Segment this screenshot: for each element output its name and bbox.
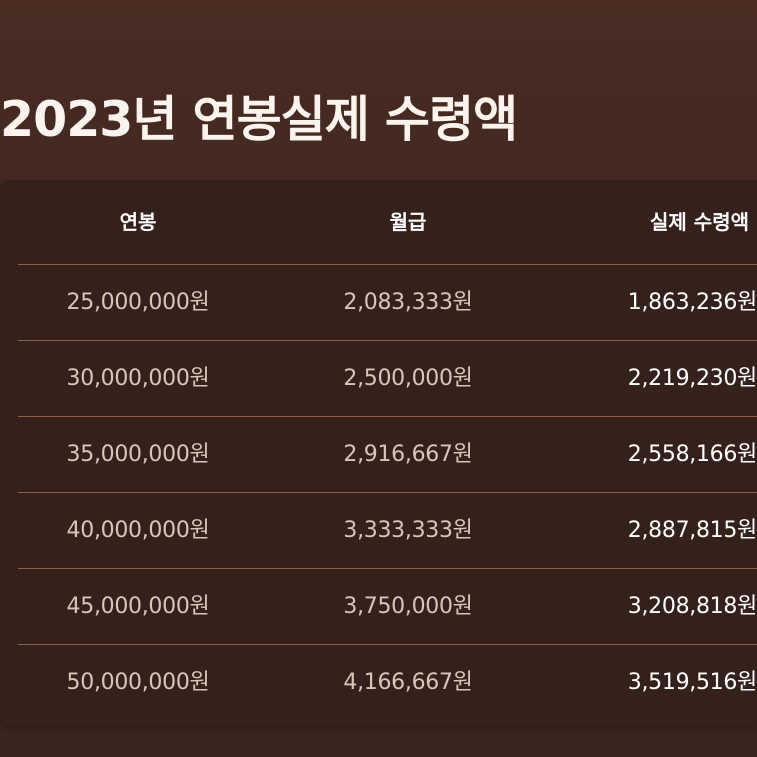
table-row: 50,000,000원 4,166,667원 3,519,516원 [18, 644, 757, 721]
annual-salary-cell: 40,000,000원 [66, 518, 210, 543]
table-row: 45,000,000원 3,750,000원 3,208,818원 [18, 568, 757, 645]
table-row: 30,000,000원 2,500,000원 2,219,230원 [18, 340, 757, 417]
table-row: 40,000,000원 3,333,333원 2,887,815원 [18, 492, 757, 569]
page-title: 2023년 연봉실제 수령액 [0, 91, 518, 148]
monthly-salary-cell: 3,750,000원 [343, 594, 473, 619]
annual-salary-cell: 35,000,000원 [66, 442, 210, 467]
table-row: 25,000,000원 2,083,333원 1,863,236원 [18, 264, 757, 341]
net-pay-cell: 2,558,166원 [627, 442, 757, 467]
monthly-salary-cell: 2,083,333원 [343, 290, 473, 315]
monthly-salary-cell: 3,333,333원 [343, 518, 473, 543]
table-row: 35,000,000원 2,916,667원 2,558,166원 [18, 416, 757, 493]
header-net-pay: 실제 수령액 [650, 210, 749, 234]
annual-salary-cell: 50,000,000원 [66, 670, 210, 695]
net-pay-cell: 3,208,818원 [627, 594, 757, 619]
monthly-salary-cell: 2,500,000원 [343, 366, 473, 391]
monthly-salary-cell: 4,166,667원 [343, 670, 473, 695]
annual-salary-cell: 30,000,000원 [66, 366, 210, 391]
annual-salary-cell: 25,000,000원 [66, 290, 210, 315]
header-annual-salary: 연봉 [119, 210, 157, 234]
table-header: 연봉 월급 실제 수령액 [0, 180, 757, 264]
monthly-salary-cell: 2,916,667원 [343, 442, 473, 467]
salary-table: 연봉 월급 실제 수령액 25,000,000원 2,083,333원 1,86… [0, 180, 757, 726]
net-pay-cell: 1,863,236원 [627, 290, 757, 315]
header-monthly-salary: 월급 [389, 210, 427, 234]
net-pay-cell: 3,519,516원 [627, 670, 757, 695]
net-pay-cell: 2,887,815원 [627, 518, 757, 543]
net-pay-cell: 2,219,230원 [627, 366, 757, 391]
annual-salary-cell: 45,000,000원 [66, 594, 210, 619]
